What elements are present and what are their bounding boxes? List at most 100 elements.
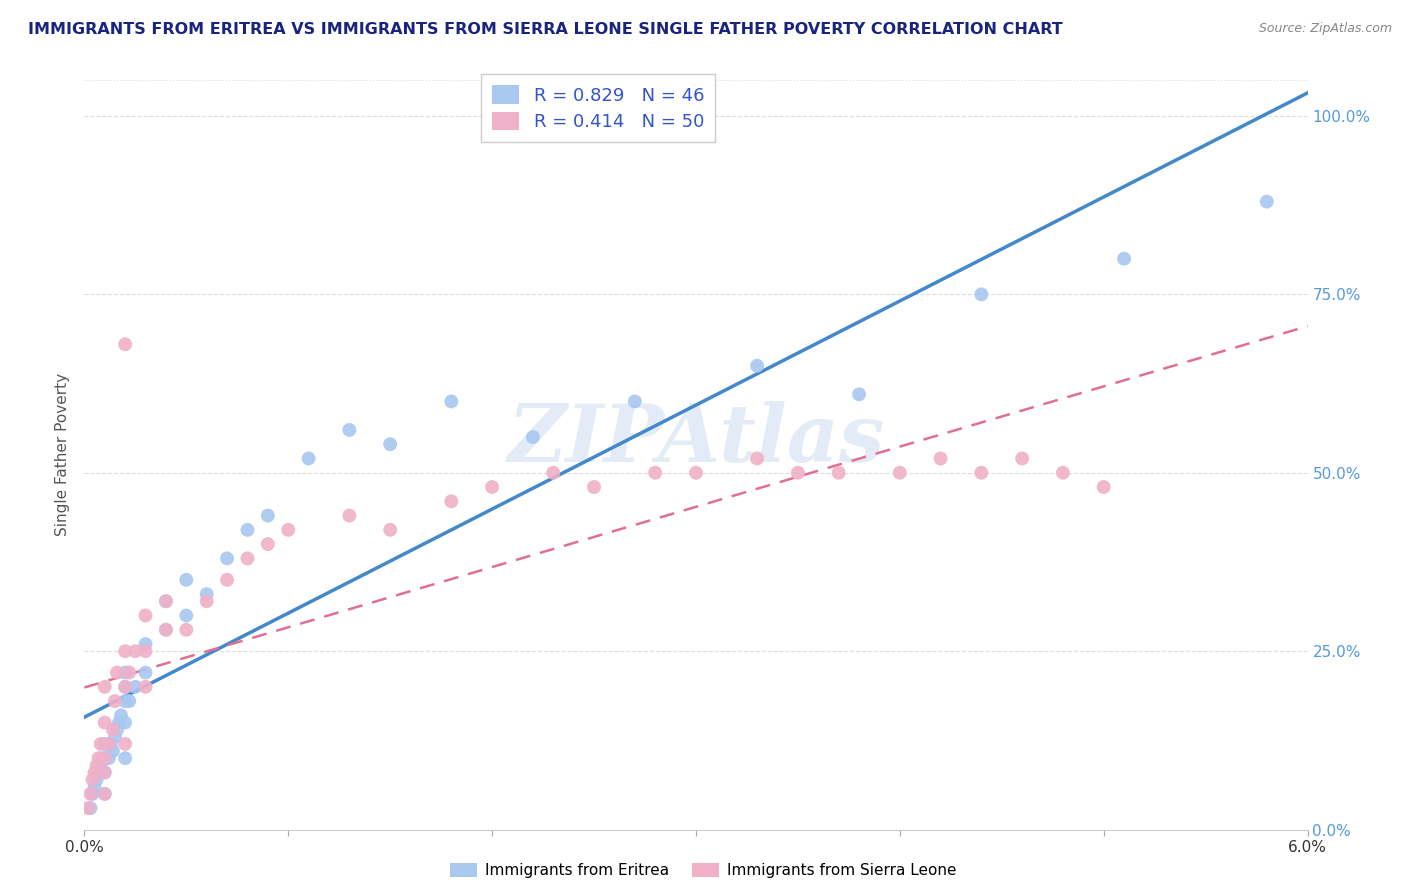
Point: [1114, 252, 1136, 266]
Point: [114, 644, 136, 658]
Point: [339, 423, 361, 437]
Point: [135, 665, 157, 680]
Point: [87, 765, 110, 780]
Point: [101, 723, 124, 737]
Point: [86, 758, 108, 772]
Point: [93, 765, 117, 780]
Point: [195, 587, 218, 601]
Point: [277, 523, 299, 537]
Point: [97, 737, 120, 751]
Point: [828, 466, 851, 480]
Point: [77, 801, 100, 815]
Point: [93, 737, 117, 751]
Point: [97, 751, 120, 765]
Point: [176, 608, 198, 623]
Point: [101, 744, 124, 758]
Point: [1256, 194, 1278, 209]
Point: [91, 751, 114, 765]
Point: [176, 573, 198, 587]
Point: [83, 765, 105, 780]
Point: [380, 437, 402, 451]
Point: [114, 715, 136, 730]
Point: [380, 523, 402, 537]
Point: [114, 337, 136, 351]
Point: [108, 715, 131, 730]
Point: [257, 508, 280, 523]
Point: [176, 623, 198, 637]
Point: [118, 694, 141, 708]
Point: [155, 623, 177, 637]
Point: [339, 508, 361, 523]
Point: [217, 551, 239, 566]
Text: Source: ZipAtlas.com: Source: ZipAtlas.com: [1258, 22, 1392, 36]
Point: [1011, 451, 1033, 466]
Point: [970, 287, 993, 301]
Point: [105, 665, 128, 680]
Point: [440, 394, 463, 409]
Point: [522, 430, 544, 444]
Legend: R = 0.829   N = 46, R = 0.414   N = 50: R = 0.829 N = 46, R = 0.414 N = 50: [481, 74, 716, 142]
Point: [543, 466, 565, 480]
Point: [114, 680, 136, 694]
Point: [889, 466, 911, 480]
Point: [79, 801, 101, 815]
Point: [93, 751, 117, 765]
Point: [236, 551, 259, 566]
Point: [970, 466, 993, 480]
Point: [848, 387, 870, 401]
Point: [481, 480, 503, 494]
Point: [135, 644, 157, 658]
Point: [90, 758, 112, 772]
Point: [118, 665, 141, 680]
Point: [787, 466, 810, 480]
Point: [93, 787, 117, 801]
Point: [114, 737, 136, 751]
Point: [82, 772, 104, 787]
Point: [1052, 466, 1074, 480]
Point: [124, 644, 146, 658]
Point: [747, 451, 769, 466]
Point: [747, 359, 769, 373]
Y-axis label: Single Father Poverty: Single Father Poverty: [55, 374, 70, 536]
Point: [105, 723, 128, 737]
Point: [79, 787, 101, 801]
Point: [104, 694, 127, 708]
Point: [104, 730, 127, 744]
Point: [114, 751, 136, 765]
Point: [624, 394, 647, 409]
Point: [155, 594, 177, 608]
Point: [93, 787, 117, 801]
Point: [644, 466, 666, 480]
Point: [83, 780, 105, 794]
Point: [93, 680, 117, 694]
Point: [90, 737, 112, 751]
Point: [685, 466, 707, 480]
Point: [87, 751, 110, 765]
Point: [114, 665, 136, 680]
Point: [155, 623, 177, 637]
Point: [1092, 480, 1115, 494]
Point: [257, 537, 280, 551]
Point: [93, 765, 117, 780]
Point: [135, 637, 157, 651]
Point: [217, 573, 239, 587]
Point: [86, 772, 108, 787]
Legend: Immigrants from Eritrea, Immigrants from Sierra Leone: Immigrants from Eritrea, Immigrants from…: [443, 856, 963, 884]
Point: [93, 715, 117, 730]
Point: [100, 737, 122, 751]
Point: [583, 480, 606, 494]
Point: [236, 523, 259, 537]
Point: [440, 494, 463, 508]
Point: [929, 451, 952, 466]
Point: [82, 787, 104, 801]
Point: [93, 751, 117, 765]
Point: [114, 694, 136, 708]
Text: IMMIGRANTS FROM ERITREA VS IMMIGRANTS FROM SIERRA LEONE SINGLE FATHER POVERTY CO: IMMIGRANTS FROM ERITREA VS IMMIGRANTS FR…: [28, 22, 1063, 37]
Point: [195, 594, 218, 608]
Point: [135, 680, 157, 694]
Point: [155, 594, 177, 608]
Text: ZIPAtlas: ZIPAtlas: [508, 401, 884, 479]
Point: [135, 608, 157, 623]
Point: [114, 680, 136, 694]
Point: [110, 708, 132, 723]
